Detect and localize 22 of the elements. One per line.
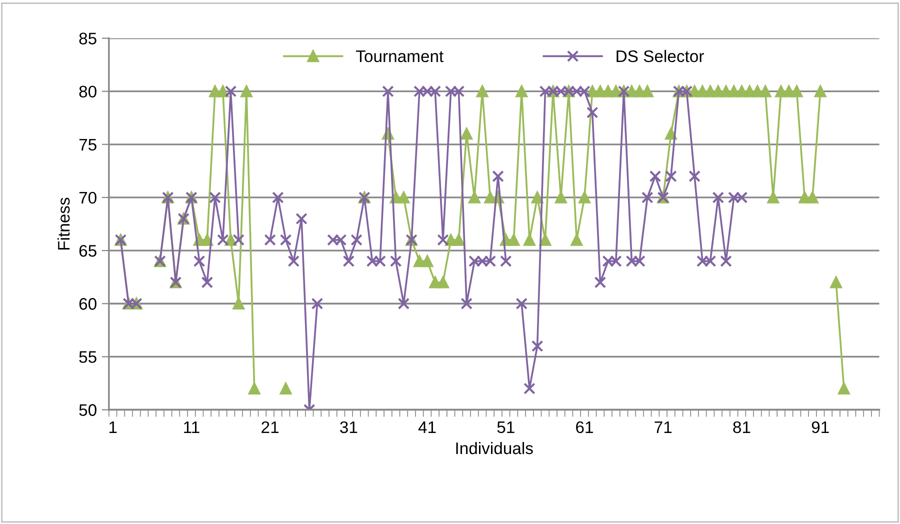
- y-tick-label: 55: [79, 351, 96, 363]
- x-tick-label: 21: [262, 421, 279, 433]
- x-tick-label: 81: [733, 421, 750, 434]
- x-tick-label: 51: [497, 421, 514, 434]
- y-tick-label: 80: [79, 86, 96, 98]
- y-axis-title: Fitness: [57, 198, 70, 250]
- y-tick-label: 75: [79, 138, 96, 151]
- x-tick-label: 91: [812, 421, 829, 434]
- x-tick-label: 31: [340, 421, 358, 434]
- y-tick-label: 50: [79, 404, 96, 416]
- x-tick-label: 1: [109, 421, 117, 433]
- y-tick-label: 70: [79, 192, 96, 204]
- y-tick-label: 85: [79, 32, 96, 44]
- y-tick-label: 65: [79, 244, 96, 257]
- legend-label: DS Selector: [616, 50, 704, 62]
- x-tick-label: 11: [184, 421, 200, 433]
- x-tick-label: 41: [418, 421, 436, 433]
- x-axis-title: Individuals: [456, 442, 533, 454]
- legend-label: Tournament: [356, 50, 444, 62]
- y-tick-label: 60: [79, 298, 96, 310]
- x-tick-label: 71: [654, 421, 672, 433]
- x-tick-label: 61: [576, 421, 593, 434]
